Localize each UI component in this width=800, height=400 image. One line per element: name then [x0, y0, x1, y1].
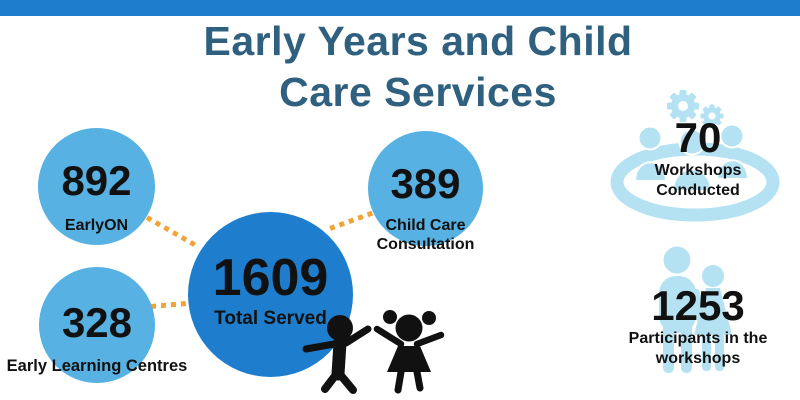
consultation-label-line1: Child Care — [385, 217, 466, 234]
consultation-label: Child Care Consultation — [377, 216, 475, 254]
workshops-conducted-label: Workshops Conducted — [608, 161, 788, 200]
participants-label-line1: Participants in the — [628, 330, 768, 347]
connector-line-consultation — [329, 210, 376, 231]
earlyon-value: 892 — [61, 157, 132, 204]
consultation-value: 389 — [390, 160, 461, 207]
total-served-label: Total Served — [214, 308, 327, 329]
top-accent-bar — [0, 0, 800, 16]
earlyon-label: EarlyON — [64, 217, 129, 234]
total-served-value: 1609 — [212, 249, 329, 307]
page-title: Early Years and Child Care Services — [203, 16, 632, 118]
bubble-child-care-consultation: 389 Child Care Consultation — [368, 131, 483, 253]
consultation-label-line2: Consultation — [376, 236, 475, 253]
workshops-conducted-value: 70 — [674, 114, 722, 161]
bubble-early-learning-centres: 328 Early Learning Centres — [7, 267, 187, 383]
centres-value: 328 — [61, 299, 133, 346]
workshops-label-line1: Workshops — [654, 162, 742, 179]
participants-value: 1253 — [651, 282, 745, 329]
bubble-total-served: 1609 Total Served — [188, 212, 353, 377]
connector-line-centres — [150, 300, 187, 309]
parent-and-child-icon — [659, 246, 732, 373]
centres-label: Early Learning Centres — [6, 357, 188, 375]
participants-label: Participants in the workshops — [608, 329, 788, 368]
people-group-with-gears-icon — [610, 90, 780, 222]
connector-line-earlyon — [145, 215, 198, 248]
participants-label-line2: workshops — [655, 349, 741, 367]
two-children-celebrating-icon — [302, 310, 445, 394]
page-title-line1: Early Years and Child — [203, 18, 633, 64]
page-title-line2: Care Services — [279, 69, 557, 115]
bubble-earlyon: 892 EarlyON — [38, 128, 155, 245]
workshops-label-line2: Conducted — [656, 181, 740, 199]
